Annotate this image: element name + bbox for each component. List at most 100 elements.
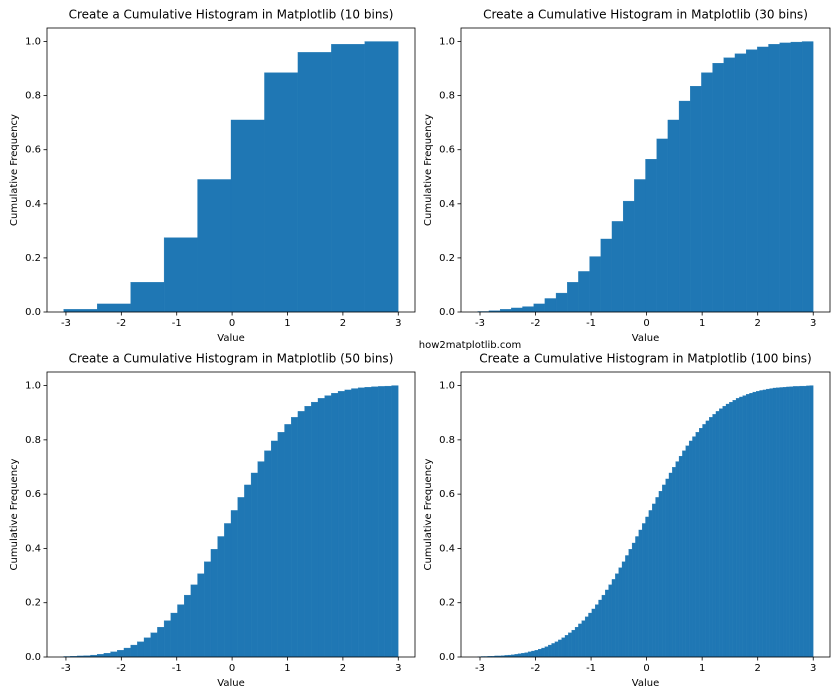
y-tick-label: 1.0	[439, 37, 455, 48]
y-tick-label: 1.0	[25, 37, 41, 48]
bar	[656, 138, 669, 313]
bar	[364, 41, 399, 313]
y-tick-label: 0.0	[439, 652, 455, 663]
bar	[745, 49, 758, 313]
bar	[534, 650, 539, 658]
bar	[514, 654, 519, 658]
bar	[257, 461, 265, 658]
bar	[782, 387, 787, 658]
bar	[157, 626, 165, 658]
y-axis-label: Cumulative Frequency	[423, 458, 434, 570]
bar	[665, 478, 670, 658]
bar	[655, 497, 660, 658]
bar	[97, 303, 131, 313]
bar	[695, 432, 700, 658]
bar	[672, 467, 676, 658]
bar	[809, 385, 814, 658]
bar	[675, 461, 680, 658]
x-tick-label: 3	[395, 318, 401, 329]
x-tick-label: -1	[172, 318, 182, 329]
chart-title: Create a Cumulative Histogram in Matplot…	[69, 352, 394, 366]
bar	[749, 393, 753, 658]
x-tick-label: 1	[284, 318, 290, 329]
bar	[137, 641, 145, 658]
bar	[772, 387, 777, 658]
bar	[790, 41, 803, 313]
bar	[756, 391, 760, 658]
bar	[600, 238, 613, 313]
axes-frame	[46, 371, 416, 658]
y-axis-label: Cumulative Frequency	[9, 114, 20, 226]
axes-frame	[460, 27, 831, 313]
bar	[645, 516, 650, 658]
bar	[608, 584, 613, 658]
x-axis-label: Value	[217, 333, 244, 344]
bar	[739, 396, 743, 658]
bar	[197, 573, 205, 658]
bar	[732, 400, 737, 658]
bar	[337, 391, 345, 658]
bar	[524, 652, 529, 658]
bar	[264, 72, 299, 313]
y-tick-label: 0.6	[25, 489, 41, 500]
bar	[699, 428, 703, 658]
bar	[634, 179, 646, 313]
bar	[595, 604, 599, 658]
bar	[621, 561, 626, 658]
bar	[244, 484, 252, 658]
x-tick-label: 0	[229, 318, 235, 329]
bar	[364, 387, 372, 658]
x-tick-label: -1	[586, 663, 596, 674]
bar	[806, 385, 811, 658]
axes-frame	[46, 27, 416, 313]
bar	[719, 408, 723, 658]
x-tick-label: -2	[531, 663, 541, 674]
x-tick-label: -3	[61, 318, 71, 329]
bar	[709, 417, 713, 658]
bar	[378, 386, 386, 658]
bar	[578, 623, 582, 658]
x-tick-label: 2	[340, 663, 346, 674]
bar	[712, 414, 717, 658]
bar	[625, 555, 629, 658]
bar	[63, 309, 98, 313]
x-tick-label: 3	[810, 663, 816, 674]
bar	[601, 594, 606, 658]
y-tick-label: 0.0	[439, 307, 455, 318]
x-tick-label: 0	[643, 318, 649, 329]
y-tick-label: 0.8	[25, 91, 41, 102]
bar	[384, 385, 392, 658]
bar	[351, 388, 359, 658]
bar	[170, 612, 178, 658]
bar	[554, 641, 559, 658]
bar	[230, 510, 238, 658]
x-tick-label: -3	[475, 318, 485, 329]
bar	[588, 612, 592, 658]
bar	[611, 579, 616, 658]
axes-frame	[460, 371, 831, 658]
bar	[558, 639, 562, 658]
y-tick-label: 1.0	[25, 381, 41, 392]
x-tick-label: -3	[61, 663, 71, 674]
bar	[357, 387, 365, 658]
bar	[715, 411, 720, 658]
bar	[578, 271, 590, 313]
bar	[688, 440, 693, 658]
y-axis-label: Cumulative Frequency	[423, 114, 434, 226]
bar	[752, 391, 757, 658]
bar	[564, 635, 569, 658]
subplot: -3 -2 -1 0 1 2 3 0.0 0.2 0.4 0.6 0.8 1.0 Create a Cum…	[423, 8, 831, 344]
bar	[678, 455, 683, 658]
bar	[555, 292, 568, 313]
x-tick-label: 1	[699, 663, 705, 674]
bar	[130, 282, 165, 313]
y-tick-label: 0.2	[25, 253, 41, 264]
bar	[766, 388, 770, 658]
x-tick-label: -1	[586, 318, 596, 329]
bar	[678, 100, 691, 313]
bar	[297, 52, 332, 313]
bar	[789, 386, 794, 658]
bar	[769, 388, 774, 658]
bar	[103, 653, 111, 658]
bar	[701, 72, 713, 313]
